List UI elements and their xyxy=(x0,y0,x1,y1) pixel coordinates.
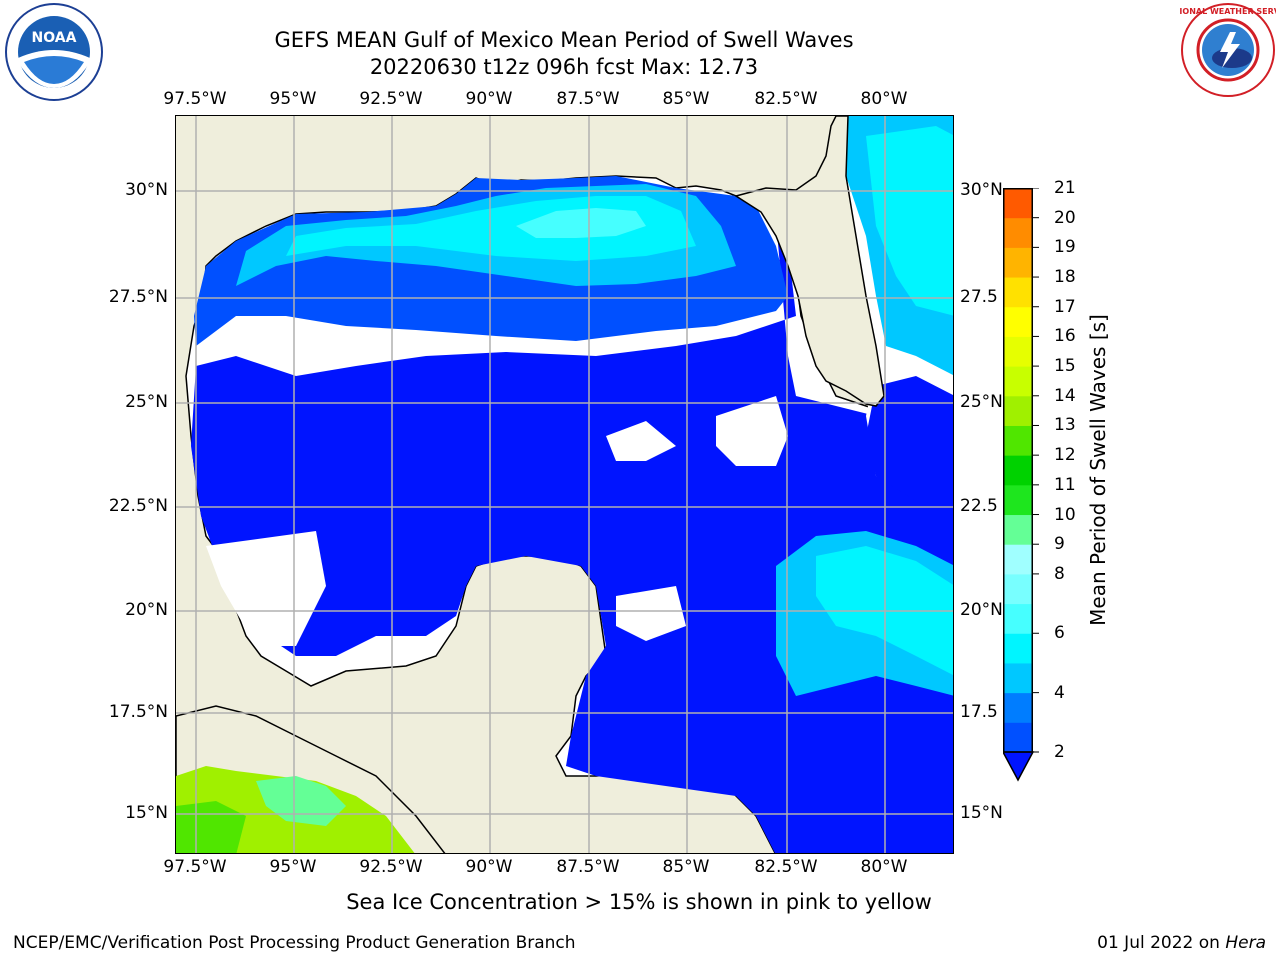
colorbar-extend-arrow xyxy=(1003,751,1035,782)
lat-label-left: 30°N xyxy=(125,180,168,200)
colorbar-segment xyxy=(1003,306,1033,337)
map-panel xyxy=(175,115,954,854)
nws-logo: NATIONAL WEATHER SERVICE xyxy=(1180,3,1276,97)
florida-land xyxy=(734,116,885,407)
colorbar-tick-label: 20 xyxy=(1054,207,1076,228)
colorbar-frame xyxy=(1003,188,1033,753)
footer-host: Hera xyxy=(1225,933,1266,953)
colorbar-segment xyxy=(1003,217,1033,248)
lon-label-top: 97.5°W xyxy=(163,89,227,109)
undefined-patch xyxy=(606,421,676,461)
noaa-logo: NOAA xyxy=(5,3,103,101)
undefined-patch xyxy=(616,586,686,641)
period-band-2-3 xyxy=(191,221,953,853)
colorbar-tick-label: 10 xyxy=(1054,504,1076,525)
colorbar-tick-label: 15 xyxy=(1054,356,1076,377)
colorbar-segment xyxy=(1003,425,1033,456)
lat-label-right: 27.5 xyxy=(960,287,998,307)
lat-label-left: 17.5°N xyxy=(108,702,168,722)
lon-label-bottom: 92.5°W xyxy=(359,857,423,877)
lat-label-left: 27.5°N xyxy=(108,287,168,307)
map-subtitle: 20220630 t12z 096h fcst Max: 12.73 xyxy=(369,55,759,79)
colorbar-tick-label: 9 xyxy=(1054,534,1065,555)
lat-label-left: 22.5°N xyxy=(108,496,168,516)
sea-ice-note-text: Sea Ice Concentration > 15% is shown in … xyxy=(346,890,932,914)
colorbar-segment xyxy=(1003,455,1033,486)
lon-label-bottom: 80°W xyxy=(860,857,908,877)
lat-label-left: 15°N xyxy=(125,803,168,823)
undefined-patch xyxy=(716,396,788,466)
colorbar-segment xyxy=(1003,722,1033,753)
colorbar-label: Mean Period of Swell Waves [s] xyxy=(1086,314,1110,626)
colorbar-segment xyxy=(1003,277,1033,308)
colorbar-segment xyxy=(1003,366,1033,397)
colorbar-tick-label: 14 xyxy=(1054,385,1076,406)
colorbar-segment xyxy=(1003,336,1033,367)
lat-label-right: 22.5 xyxy=(960,496,998,516)
colorbar-segment xyxy=(1003,247,1033,278)
undefined-patch xyxy=(206,531,326,646)
colorbar-tick-label: 6 xyxy=(1054,623,1065,644)
lat-label-right: 15°N xyxy=(960,803,1003,823)
lon-label-bottom: 87.5°W xyxy=(556,857,620,877)
colorbar-tick-label: 17 xyxy=(1054,296,1076,317)
period-band-5-6-atl xyxy=(866,126,953,316)
lon-label-top: 87.5°W xyxy=(556,89,620,109)
nws-logo-text: NATIONAL WEATHER SERVICE xyxy=(1180,7,1276,16)
lat-label-left: 20°N xyxy=(125,600,168,620)
colorbar-segment xyxy=(1003,514,1033,545)
period-band-2-3-atl xyxy=(866,376,953,506)
colorbar-tick-label: 12 xyxy=(1054,445,1076,466)
colorbar-tick-label: 4 xyxy=(1054,682,1065,703)
lon-label-top: 82.5°W xyxy=(754,89,818,109)
colorbar-segment xyxy=(1003,188,1033,219)
colorbar-tick-label: 18 xyxy=(1054,267,1076,288)
map-canvas xyxy=(176,116,953,853)
lat-label-right: 17.5 xyxy=(960,702,998,722)
colorbar-segment xyxy=(1003,573,1033,605)
graticule xyxy=(176,116,953,853)
colorbar-segment xyxy=(1003,395,1033,426)
lat-label-right: 20°N xyxy=(960,600,1003,620)
colorbar-segment xyxy=(1003,544,1033,575)
colorbar-segment xyxy=(1003,633,1033,664)
sea-ice-note: Sea Ice Concentration > 15% is shown in … xyxy=(0,890,1280,914)
lon-label-bottom: 97.5°W xyxy=(163,857,227,877)
noaa-logo-text: NOAA xyxy=(32,30,77,46)
lon-label-top: 95°W xyxy=(269,89,317,109)
colorbar-tick-label: 21 xyxy=(1054,178,1076,198)
period-band-6-7 xyxy=(516,208,646,238)
footer-date: 01 Jul 2022 on Hera xyxy=(1097,933,1266,953)
colorbar-segment xyxy=(1003,603,1033,634)
colorbar-tick-label: 8 xyxy=(1054,563,1065,584)
footer-date-text: 01 Jul 2022 on xyxy=(1097,933,1226,953)
lat-label-right: 25°N xyxy=(960,392,1003,412)
lon-label-top: 92.5°W xyxy=(359,89,423,109)
colorbar-tick-label: 2 xyxy=(1054,742,1065,762)
lon-label-top: 85°W xyxy=(662,89,710,109)
colorbar-tick-label: 11 xyxy=(1054,474,1076,495)
colorbar-tick-label: 13 xyxy=(1054,415,1076,436)
colorbar xyxy=(1003,188,1039,782)
colorbar-tick-label: 19 xyxy=(1054,237,1076,258)
lon-label-bottom: 90°W xyxy=(465,857,513,877)
lon-label-bottom: 95°W xyxy=(269,857,317,877)
colorbar-tick-label: 16 xyxy=(1054,326,1076,347)
lat-label-right: 30°N xyxy=(960,180,1003,200)
lat-label-left: 25°N xyxy=(125,392,168,412)
footer-credit: NCEP/EMC/Verification Post Processing Pr… xyxy=(13,933,576,953)
lon-label-bottom: 85°W xyxy=(662,857,710,877)
lon-label-top: 80°W xyxy=(860,89,908,109)
map-title: GEFS MEAN Gulf of Mexico Mean Period of … xyxy=(274,28,854,52)
lon-label-bottom: 82.5°W xyxy=(754,857,818,877)
colorbar-segment xyxy=(1003,662,1033,694)
colorbar-segment xyxy=(1003,692,1033,723)
lon-label-top: 90°W xyxy=(465,89,513,109)
colorbar-segment xyxy=(1003,484,1033,516)
